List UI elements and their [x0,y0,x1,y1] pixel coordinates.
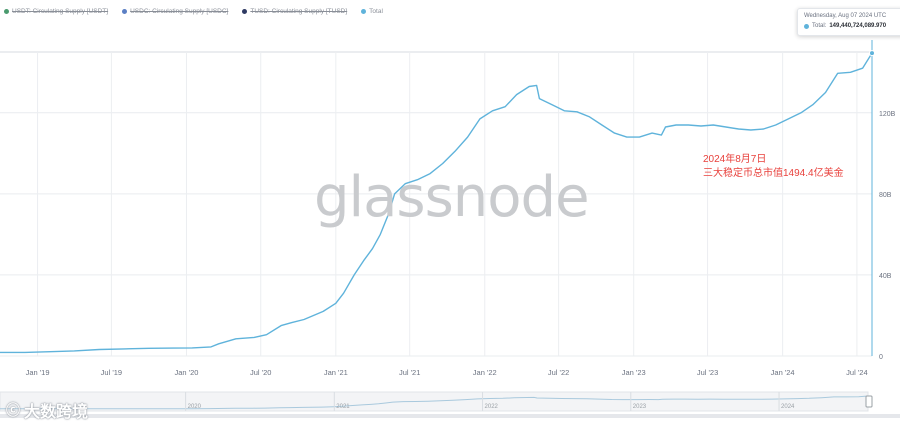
legend-dot-icon [122,8,128,14]
x-tick-label: Jan '22 [473,368,497,377]
chart-legend: USDT: Circulating Supply [USDT] USDC: Cir… [4,4,397,18]
navigator-line [0,395,869,410]
navigator-label: 2022 [485,404,499,410]
navigator-handle[interactable] [865,395,873,408]
legend-label: TUSD: Circulating Supply [TUSD] [250,7,348,15]
annotation-date: 2024年8月7日 [703,154,767,165]
x-tick-label: Jul '20 [250,368,271,377]
x-tick-label: Jan '23 [622,368,646,377]
x-tick-label: Jul '23 [697,368,718,377]
legend-item-1[interactable]: USDC: Circulating Supply [USDC] [122,8,228,15]
brand-logo: ⓒ 大数跨境 [6,398,88,422]
legend-item-3[interactable]: Total [361,8,383,15]
legend-dot-icon [242,8,248,14]
legend-item-2[interactable]: TUSD: Circulating Supply [TUSD] [242,8,347,15]
annotation-text: 三大稳定币总市值1494.4亿美金 [703,168,844,179]
hover-point [869,50,875,57]
x-tick-label: Jul '24 [846,368,867,377]
legend-label: USDT: Circulating Supply [USDT] [12,7,109,15]
x-tick-label: Jan '20 [175,368,199,377]
x-tick-label: Jan '24 [771,368,795,377]
scrollbar-track [0,414,900,418]
watermark: glassnode [314,165,590,230]
x-tick-label: Jul '22 [548,368,569,377]
y-tick-label: 40B [879,273,892,280]
navigator-label: 2020 [188,404,202,410]
navigator-label: 2024 [781,404,795,410]
y-tick-label: 0 [879,354,883,361]
x-tick-label: Jan '21 [324,368,348,377]
legend-dot-icon [4,8,9,14]
tooltip-date: Wednesday, Aug 07 2024 UTC [804,13,887,19]
legend-item-0[interactable]: USDT: Circulating Supply [USDT] [4,8,108,15]
tooltip-row: Total: 149,440,724,089.970 [804,23,886,29]
x-tick-label: Jul '19 [101,368,122,377]
legend-label: Total [369,7,383,15]
series-dot-icon [804,23,809,29]
hover-tooltip: Wednesday, Aug 07 2024 UTC Total: 149,44… [797,8,900,36]
navigator-label: 2021 [336,404,350,410]
face-logo-icon: ⓒ [6,402,20,418]
chart-annotation: 2024年8月7日 三大稳定币总市值1494.4亿美金 [703,153,844,181]
y-tick-label: 120B [879,111,896,118]
x-tick-label: Jan '19 [26,368,50,377]
tooltip-value: 149,440,724,089.970 [829,23,887,29]
brand-text: 大数跨境 [24,404,89,421]
x-tick-label: Jul '21 [399,368,420,377]
navigator-label: 2023 [633,404,647,410]
legend-dot-icon [361,8,367,14]
y-tick-label: 80B [879,192,892,199]
tooltip-label: Total: [812,23,827,29]
legend-label: USDC: Circulating Supply [USDC] [130,7,229,15]
series-line-total [0,52,873,354]
